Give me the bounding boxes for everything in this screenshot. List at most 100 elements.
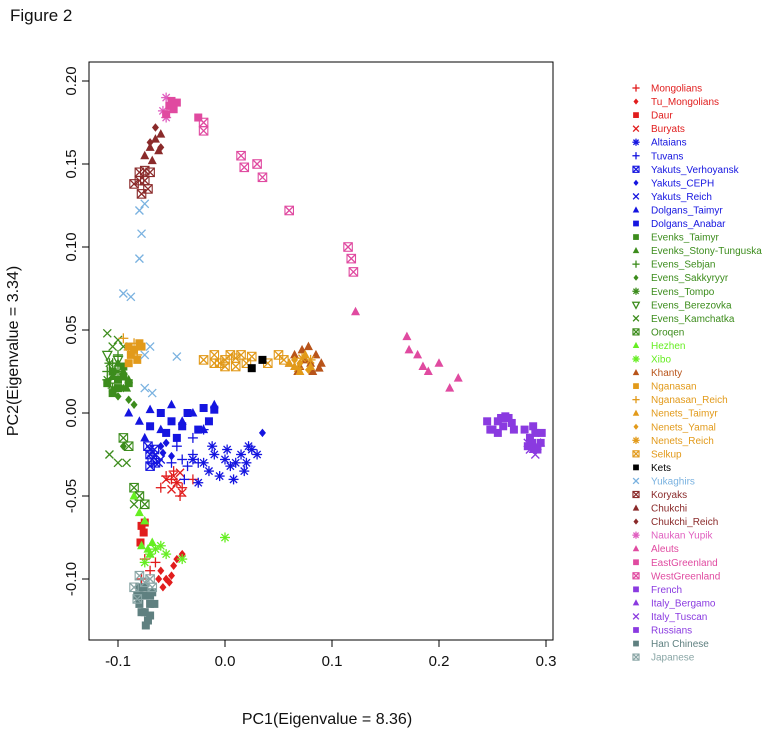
data-point [113,458,123,468]
legend-label: Kets [651,463,671,474]
legend-marker [632,152,640,160]
data-point [118,433,129,443]
y-tick-label: 0.20 [63,66,80,95]
data-point [182,461,193,472]
data-point [145,342,155,352]
data-point [145,404,155,414]
data-point [134,507,144,517]
legend-item: Nenets_Reich [632,436,714,447]
legend-item: Dolgans_Taimyr [632,205,723,216]
data-point [137,342,146,351]
data-point [351,306,361,316]
legend-item: Chukchi [632,504,687,515]
data-point [523,442,532,451]
data-point [279,355,289,365]
data-point [169,105,178,114]
data-point [147,155,157,165]
legend-item: Chukchi_Reich [633,517,718,528]
legend-marker [632,545,640,552]
legend-item: Evens_Kamchatka [632,314,735,325]
data-point [155,482,166,493]
data-point [140,432,150,442]
legend-item: Yakuts_Verhoyansk [632,165,740,176]
data-point [130,345,139,354]
data-point [305,354,316,365]
data-point [246,351,257,362]
legend: Mongolians Tu_Mongolians Daur Buryats Altaia… [631,84,762,664]
legend-label: Buryats [651,124,685,135]
data-point [230,457,241,468]
data-point [222,444,233,455]
data-point [134,206,144,215]
data-point [183,409,192,417]
data-point [139,165,150,176]
legend-item: Koryaks [632,490,687,501]
legend-label: Yukaghirs [651,476,695,487]
data-point [139,528,148,537]
data-point [173,554,181,564]
data-point [156,129,166,138]
figure-label: Figure 2 [10,6,73,25]
legend-marker [632,315,640,322]
legend-label: Mongolians [651,84,702,95]
data-point [124,374,134,384]
legend-label: Evens_Sakkyryyr [651,273,729,284]
data-point [113,335,123,345]
data-point [154,145,164,155]
data-point [423,366,433,375]
legend-marker [632,328,640,336]
data-point [177,488,187,498]
legend-label: Khanty [651,368,682,379]
data-point [150,134,160,143]
data-point [167,484,176,494]
legend-marker [632,341,640,348]
data-point [140,608,149,617]
legend-marker [632,84,640,92]
legend-marker [632,409,640,416]
data-point [168,466,179,477]
legend-item: Buryats [632,124,685,135]
y-tick-label: 0.00 [63,398,80,427]
data-point [533,445,542,454]
data-point [166,474,177,485]
x-axis-title: PC1(Eigenvalue = 8.36) [242,711,412,728]
data-point [147,582,158,593]
data-point [501,412,510,421]
legend-marker [632,193,640,200]
legend-item: Evenks_Stony-Tunguska [632,246,762,257]
data-point [204,417,213,426]
legend-label: Evenks_Stony-Tunguska [651,246,762,257]
data-point [118,333,129,344]
data-point [236,449,247,460]
data-point [162,110,171,119]
legend-label: Hezhen [651,341,685,352]
data-point [145,445,155,454]
legend-label: Oroqen [651,327,684,338]
data-point [137,229,146,239]
data-point [177,554,188,565]
data-point [168,451,175,461]
data-point [167,399,176,409]
legend-marker [633,518,639,525]
data-point [314,363,324,372]
legend-item: Dolgans_Anabar [633,219,726,230]
legend-label: Japanese [651,653,695,664]
legend-marker [632,396,640,404]
legend-item: Aleuts [632,544,679,555]
data-point [119,441,127,451]
data-point [220,454,230,465]
legend-label: Evens_Kamchatka [651,314,735,325]
x-tick-label: 0.0 [215,653,236,670]
legend-marker [633,383,639,389]
legend-item: Nenets_Yamal [633,422,716,433]
data-point [210,405,219,414]
legend-label: Xibo [651,355,671,366]
data-point [536,438,545,447]
data-point [179,474,190,485]
legend-item: Kets [633,463,671,474]
data-point [132,594,143,604]
data-point [243,441,254,452]
data-point [198,355,209,365]
data-point [118,289,128,298]
